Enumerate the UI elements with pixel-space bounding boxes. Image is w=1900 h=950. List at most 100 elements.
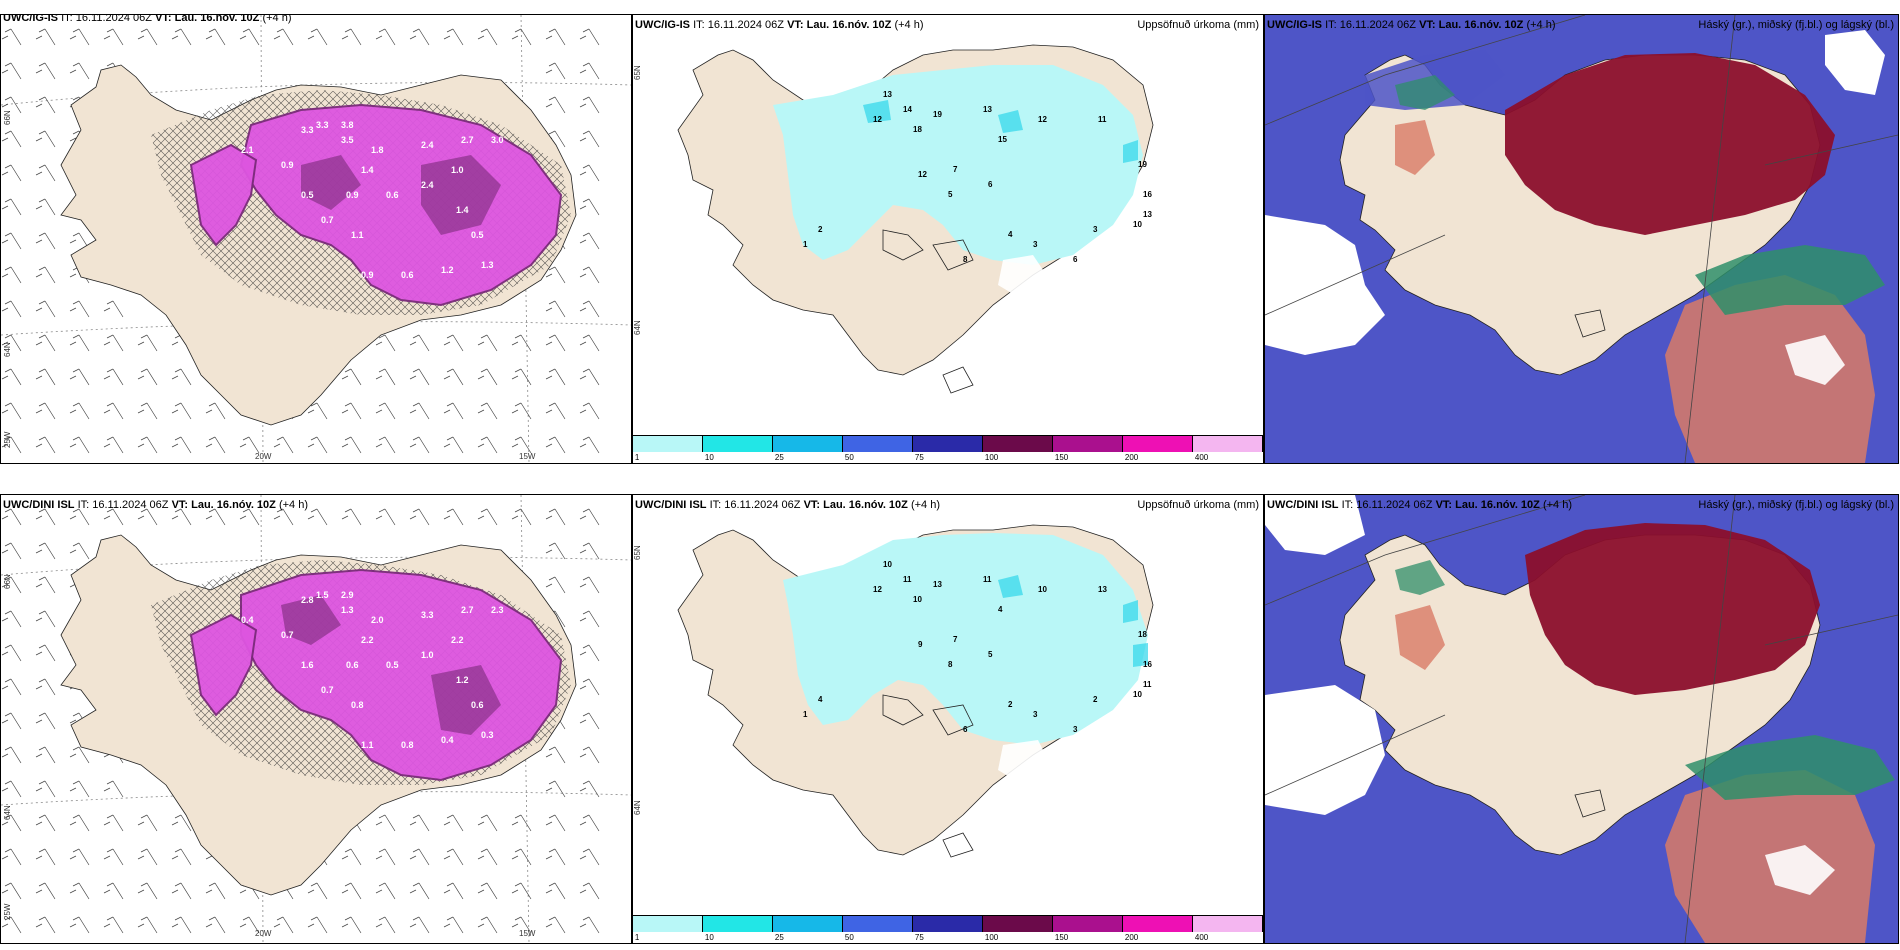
init-time: 16.11.2024 06Z: [1339, 19, 1416, 31]
panel-snow-top: UWC/IG-IS IT: 16.11.2024 06Z VT: Lau. 16…: [0, 14, 632, 464]
wind-barb: [35, 436, 56, 454]
precip-amount-label: 15: [998, 135, 1007, 144]
wind-barb: [35, 28, 56, 46]
legend-colorbar: [633, 915, 1263, 932]
snow-depth-label: 0.3: [481, 730, 494, 740]
valid-time: Lau. 16.nóv. 10Z: [174, 14, 260, 24]
legend-tick-label: 50: [844, 453, 854, 462]
precip-amount-label: 8: [948, 660, 953, 669]
snow-depth-label: 1.2: [441, 265, 454, 275]
wind-barb: [545, 436, 566, 454]
precip-amount-label: 10: [1133, 220, 1142, 229]
wind-barb: [341, 848, 362, 866]
wind-barb: [579, 712, 600, 730]
init-label: IT:: [61, 14, 73, 24]
precip-amount-label: 5: [948, 190, 953, 199]
legend-color-cell: [1053, 436, 1123, 452]
wind-barb: [579, 402, 600, 420]
wind-barb: [443, 848, 464, 866]
snow-depth-label: 3.0: [491, 135, 504, 145]
wind-barb: [545, 576, 566, 594]
precip-area: [783, 533, 1148, 745]
wind-barb: [579, 436, 600, 454]
legend-color-cell: [1193, 916, 1263, 932]
legend-color-cell: [983, 916, 1053, 932]
snow-depth-label: 1.6: [301, 660, 314, 670]
lead-time: (+4 h): [910, 499, 941, 511]
precip-amount-label: 4: [998, 605, 1003, 614]
wind-barb: [1, 62, 22, 80]
wind-barb: [545, 508, 566, 526]
wind-barb: [579, 746, 600, 764]
wind-barb: [579, 232, 600, 250]
wind-barb: [511, 436, 532, 454]
wind-barb: [443, 28, 464, 46]
precip-amount-label: 11: [1143, 680, 1152, 689]
wind-barb: [579, 678, 600, 696]
wind-barb: [545, 916, 566, 934]
wind-barb: [545, 300, 566, 318]
legend-tick-label: 150: [1054, 453, 1069, 462]
wind-barb: [69, 848, 90, 866]
valid-time: Lau. 16.nóv. 10Z: [1438, 19, 1524, 31]
precip-amount-label: 10: [1038, 585, 1047, 594]
wind-barb: [69, 28, 90, 46]
wind-barb: [205, 916, 226, 934]
legend-tick-label: 1: [634, 933, 640, 942]
snow-depth-label: 1.5: [316, 590, 329, 600]
wind-barb: [375, 882, 396, 900]
wind-barb: [137, 334, 158, 352]
snow-depth-label: 0.7: [321, 215, 334, 225]
wind-barb: [103, 402, 124, 420]
snow-depth-label: 3.3: [421, 610, 434, 620]
wind-barb: [477, 402, 498, 420]
legend-tick-label: 100: [984, 933, 999, 942]
wind-barb: [205, 436, 226, 454]
wind-barb: [307, 916, 328, 934]
valid-label: VT:: [155, 14, 172, 24]
snow-depth-label: 2.7: [461, 605, 474, 615]
wind-barb: [1, 780, 22, 798]
panel-precip-bottom: UWC/DINI ISL IT: 16.11.2024 06Z VT: Lau.…: [632, 494, 1264, 944]
precip-legend: 1 10 25 50 75 100 150 200 400: [633, 435, 1263, 463]
panel-clouds-bottom: UWC/DINI ISL IT: 16.11.2024 06Z VT: Lau.…: [1264, 494, 1899, 944]
snow-depth-label: 1.0: [421, 650, 434, 660]
wind-barb: [545, 780, 566, 798]
snow-depth-label: 2.0: [371, 615, 384, 625]
legend-color-cell: [843, 916, 913, 932]
wind-barb: [409, 848, 430, 866]
wind-barb: [307, 28, 328, 46]
wind-barb: [477, 28, 498, 46]
wind-barb: [103, 882, 124, 900]
precip-amount-label: 8: [963, 255, 968, 264]
wind-barb: [35, 916, 56, 934]
wind-barb: [103, 848, 124, 866]
precip-amount-label: 13: [1143, 210, 1152, 219]
legend-tick-label: 75: [914, 453, 924, 462]
wind-barb: [1, 164, 22, 182]
wind-barb: [1, 28, 22, 46]
precip-amount-label: 13: [983, 105, 992, 114]
legend-color-cell: [703, 436, 773, 452]
wind-barb: [35, 882, 56, 900]
init-time: 16.11.2024 06Z: [92, 499, 169, 511]
wind-barb: [511, 28, 532, 46]
wind-barb: [35, 780, 56, 798]
snow-depth-label: 1.2: [456, 675, 469, 685]
legend-color-cell: [1193, 436, 1263, 452]
wind-barb: [375, 916, 396, 934]
wind-barb: [35, 542, 56, 560]
valid-label: VT:: [1419, 19, 1436, 31]
snow-depth-label: 0.5: [471, 230, 484, 240]
snow-depth-label: 1.4: [456, 205, 469, 215]
lat-label-65: 65N: [633, 545, 642, 560]
header-snow-top: UWC/IG-IS IT: 16.11.2024 06Z VT: Lau. 16…: [3, 14, 292, 25]
wind-barb: [511, 368, 532, 386]
wind-barb: [137, 848, 158, 866]
wind-barb: [103, 334, 124, 352]
precip-amount-label: 16: [1143, 660, 1152, 669]
snow-depth-label: 2.9: [341, 590, 354, 600]
wind-barb: [1, 232, 22, 250]
precip-amount-label: 1: [803, 240, 808, 249]
legend-tick-label: 25: [774, 933, 784, 942]
